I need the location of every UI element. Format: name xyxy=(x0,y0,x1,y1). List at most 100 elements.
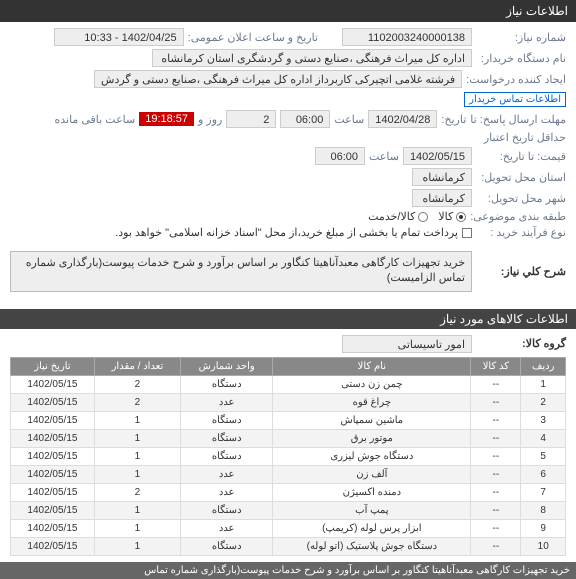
table-row[interactable]: 10--دستگاه جوش پلاستیک (اتو لوله)دستگاه1… xyxy=(11,537,566,555)
radio-service[interactable]: کالا/خدمت xyxy=(368,210,428,223)
table-row[interactable]: 3--ماشین سمپاشدستگاه11402/05/15 xyxy=(11,411,566,429)
table-cell: 7 xyxy=(521,483,566,501)
table-cell: -- xyxy=(471,519,521,537)
table-cell: -- xyxy=(471,501,521,519)
table-cell: 1 xyxy=(94,429,180,447)
table-header: کد کالا xyxy=(471,357,521,375)
table-cell: 5 xyxy=(521,447,566,465)
table-cell: 1 xyxy=(521,375,566,393)
table-cell: -- xyxy=(471,429,521,447)
table-row[interactable]: 7--دمنده اکسیژنعدد21402/05/15 xyxy=(11,483,566,501)
table-cell: 1402/05/15 xyxy=(11,429,95,447)
radio-kala[interactable]: کالا xyxy=(438,210,466,223)
table-cell: آلف زن xyxy=(273,465,471,483)
table-cell: 4 xyxy=(521,429,566,447)
table-cell: پمپ آب xyxy=(273,501,471,519)
radio-dot-icon xyxy=(418,212,428,222)
table-cell: -- xyxy=(471,393,521,411)
goods-header: اطلاعات کالاهای مورد نیاز xyxy=(0,309,576,329)
province-field: کرمانشاه xyxy=(412,168,472,186)
valid-price-label: قیمت: تا تاریخ: xyxy=(476,150,566,163)
table-row[interactable]: 2--چراغ قوهعدد21402/05/15 xyxy=(11,393,566,411)
send-allow-label: مهلت ارسال پاسخ: تا xyxy=(470,113,566,126)
time-label-1: ساعت xyxy=(334,113,364,126)
footer-strip: خرید تجهیزات کارگاهی معبدآناهیتا کنگاور … xyxy=(0,562,576,579)
table-row[interactable]: 8--پمپ آبدستگاه11402/05/15 xyxy=(11,501,566,519)
radio-kala-label: کالا xyxy=(438,210,453,223)
table-cell: 1 xyxy=(94,501,180,519)
table-cell: عدد xyxy=(181,393,273,411)
table-cell: دستگاه xyxy=(181,375,273,393)
table-cell: -- xyxy=(471,537,521,555)
table-header: واحد شمارش xyxy=(181,357,273,375)
table-cell: دمنده اکسیژن xyxy=(273,483,471,501)
table-cell: عدد xyxy=(181,465,273,483)
table-cell: -- xyxy=(471,375,521,393)
table-cell: -- xyxy=(471,483,521,501)
category-radio-group: کالا کالا/خدمت xyxy=(368,210,466,223)
table-cell: 1 xyxy=(94,537,180,555)
table-cell: چراغ قوه xyxy=(273,393,471,411)
send-time-field: 06:00 xyxy=(280,110,330,128)
table-cell: 1402/05/15 xyxy=(11,537,95,555)
table-cell: 1402/05/15 xyxy=(11,465,95,483)
table-cell: 1402/05/15 xyxy=(11,519,95,537)
table-cell: دستگاه xyxy=(181,537,273,555)
table-cell: 1402/05/15 xyxy=(11,411,95,429)
table-cell: دستگاه xyxy=(181,429,273,447)
days-left-field: 2 xyxy=(226,110,276,128)
table-cell: 1 xyxy=(94,519,180,537)
table-header: نام کالا xyxy=(273,357,471,375)
contact-link[interactable]: اطلاعات تماس خریدار xyxy=(464,92,566,107)
radio-dot-icon xyxy=(456,212,466,222)
radio-service-label: کالا/خدمت xyxy=(368,210,415,223)
purchase-note: پرداخت تمام یا بخشی از مبلغ خرید،از محل … xyxy=(115,226,458,239)
city-field: کرمانشاه xyxy=(412,189,472,207)
buyer-label: نام دستگاه خریدار: xyxy=(476,52,566,65)
form-area: شماره نیاز: 1102003240000138 تاریخ و ساع… xyxy=(0,22,576,305)
table-cell: 10 xyxy=(521,537,566,555)
goods-table: ردیفکد کالانام کالاواحد شمارشتعداد / مقد… xyxy=(10,357,566,556)
table-cell: دستگاه جوش پلاستیک (اتو لوله) xyxy=(273,537,471,555)
niaz-number-field: 1102003240000138 xyxy=(342,28,472,46)
table-header: تاریخ نیاز xyxy=(11,357,95,375)
table-cell: ماشین سمپاش xyxy=(273,411,471,429)
table-header: ردیف xyxy=(521,357,566,375)
valid-time-field: 06:00 xyxy=(315,147,365,165)
purchase-checkbox[interactable] xyxy=(462,228,472,238)
table-cell: دستگاه xyxy=(181,501,273,519)
table-cell: -- xyxy=(471,465,521,483)
table-row[interactable]: 6--آلف زنعدد11402/05/15 xyxy=(11,465,566,483)
table-cell: 9 xyxy=(521,519,566,537)
table-cell: 1 xyxy=(94,411,180,429)
table-cell: 2 xyxy=(94,483,180,501)
table-cell: 6 xyxy=(521,465,566,483)
valid-date-field: 1402/05/15 xyxy=(403,147,472,165)
countdown: 19:18:57 xyxy=(139,112,194,126)
table-cell: 2 xyxy=(521,393,566,411)
category-label: طبقه بندی موضوعی: xyxy=(470,210,566,223)
announce-label: تاریخ و ساعت اعلان عمومی: xyxy=(188,31,318,44)
group-label: گروه کالا: xyxy=(476,337,566,350)
table-cell: 1 xyxy=(94,465,180,483)
buyer-field: اداره کل میراث فرهنگی ،صنایع دستی و گردش… xyxy=(152,49,472,67)
table-cell: موتور برق xyxy=(273,429,471,447)
remain-label: روز و xyxy=(198,113,222,126)
city-label: شهر محل تحویل: xyxy=(476,192,566,205)
table-cell: دستگاه جوش لیزری xyxy=(273,447,471,465)
request-window: اطلاعات نیاز شماره نیاز: 110200324000013… xyxy=(0,0,576,579)
creator-field: فرشته غلامی اتچیرکی کاربرداز اداره کل می… xyxy=(94,70,462,88)
table-row[interactable]: 9--ابزار پرس لوله (کریمپ)عدد11402/05/15 xyxy=(11,519,566,537)
table-row[interactable]: 1--چمن زن دستیدستگاه21402/05/15 xyxy=(11,375,566,393)
table-row[interactable]: 4--موتور برقدستگاه11402/05/15 xyxy=(11,429,566,447)
titlebar: اطلاعات نیاز xyxy=(0,0,576,22)
table-cell: 1402/05/15 xyxy=(11,393,95,411)
table-cell: دستگاه xyxy=(181,411,273,429)
table-row[interactable]: 5--دستگاه جوش لیزریدستگاه11402/05/15 xyxy=(11,447,566,465)
table-cell: 1402/05/15 xyxy=(11,483,95,501)
table-cell: -- xyxy=(471,447,521,465)
table-cell: دستگاه xyxy=(181,447,273,465)
table-cell: عدد xyxy=(181,519,273,537)
table-cell: 1402/05/15 xyxy=(11,447,95,465)
table-cell: 8 xyxy=(521,501,566,519)
